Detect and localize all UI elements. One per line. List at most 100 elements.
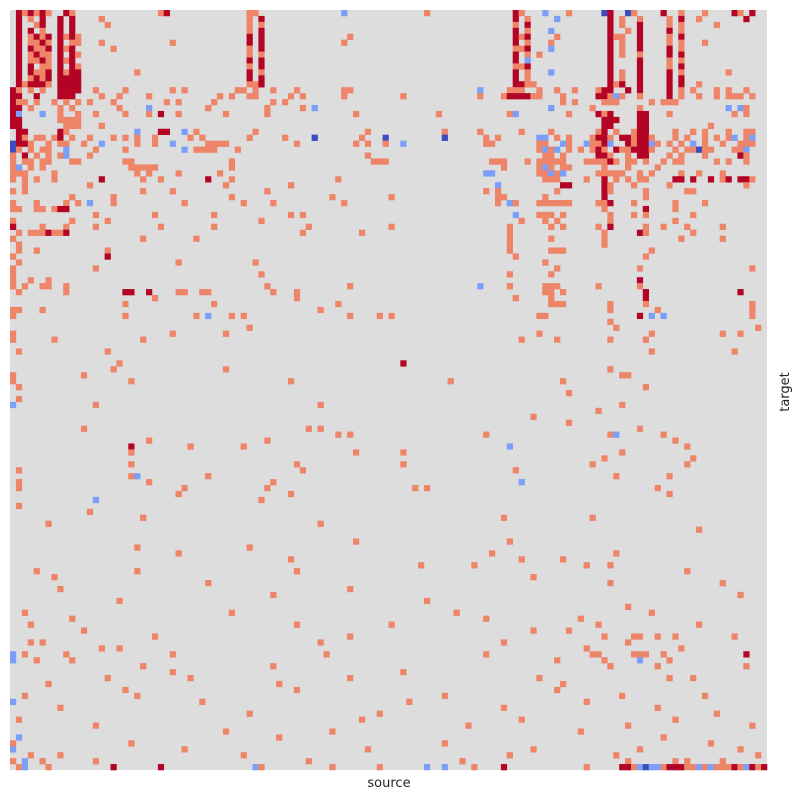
heatmap-cell bbox=[672, 758, 679, 765]
heatmap-cell bbox=[636, 128, 644, 135]
heatmap-cell bbox=[654, 164, 661, 171]
heatmap-cell bbox=[69, 105, 76, 112]
heatmap-cell bbox=[122, 158, 129, 165]
heatmap-cell bbox=[554, 188, 561, 195]
heatmap-cell bbox=[27, 57, 34, 64]
heatmap-cell bbox=[122, 146, 129, 153]
heatmap-cell bbox=[347, 87, 354, 94]
heatmap-cell bbox=[98, 122, 105, 130]
heatmap-cell bbox=[69, 217, 76, 225]
heatmap-cell bbox=[341, 39, 348, 46]
heatmap-cell bbox=[595, 152, 602, 159]
heatmap-cell bbox=[642, 764, 650, 771]
heatmap-cell bbox=[536, 87, 543, 94]
heatmap-cell bbox=[666, 27, 673, 35]
heatmap-cell bbox=[51, 336, 58, 343]
heatmap-cell bbox=[542, 289, 549, 296]
heatmap-cell bbox=[27, 33, 34, 40]
heatmap-cell bbox=[707, 146, 715, 153]
heatmap-cell bbox=[666, 63, 673, 70]
heatmap-cell bbox=[512, 110, 519, 118]
heatmap-cell bbox=[613, 752, 620, 759]
heatmap-cell bbox=[684, 188, 691, 195]
heatmap-cell bbox=[63, 33, 70, 40]
heatmap-cell bbox=[299, 105, 306, 112]
heatmap-cell bbox=[86, 508, 94, 515]
heatmap-cell bbox=[205, 289, 212, 296]
heatmap-cell bbox=[654, 663, 661, 670]
heatmap-cell bbox=[27, 63, 34, 70]
heatmap-cell bbox=[672, 146, 679, 153]
heatmap-cell bbox=[45, 75, 52, 82]
heatmap-cell bbox=[548, 289, 555, 296]
heatmap-cell bbox=[719, 223, 726, 230]
heatmap-cell bbox=[264, 105, 271, 112]
heatmap-cell bbox=[27, 105, 34, 112]
heatmap-cell bbox=[589, 514, 596, 521]
heatmap-cell bbox=[601, 633, 608, 640]
heatmap-cell bbox=[57, 39, 64, 46]
heatmap-cell bbox=[400, 449, 407, 456]
heatmap-cell bbox=[305, 425, 312, 432]
heatmap-cell bbox=[21, 158, 29, 165]
heatmap-cell bbox=[258, 81, 265, 88]
heatmap-cell bbox=[15, 57, 23, 64]
heatmap-cell bbox=[447, 378, 454, 385]
heatmap-cell bbox=[690, 146, 697, 153]
heatmap-cell bbox=[21, 170, 29, 177]
heatmap-cell bbox=[187, 675, 194, 682]
heatmap-cell bbox=[299, 211, 306, 219]
heatmap-cell bbox=[530, 413, 537, 420]
heatmap-cell bbox=[45, 680, 52, 688]
heatmap-cell bbox=[418, 562, 425, 569]
heatmap-cell bbox=[737, 764, 744, 771]
heatmap-cell bbox=[140, 663, 147, 670]
heatmap-cell bbox=[636, 93, 644, 100]
heatmap-cell bbox=[98, 140, 105, 147]
heatmap-cell bbox=[749, 722, 756, 729]
heatmap-cell bbox=[648, 247, 655, 254]
heatmap-cell bbox=[299, 229, 306, 236]
heatmap-cell bbox=[116, 645, 123, 652]
heatmap-cell bbox=[666, 110, 673, 118]
heatmap-cell bbox=[181, 146, 188, 153]
heatmap-cell bbox=[583, 158, 590, 165]
heatmap-cell bbox=[140, 164, 147, 171]
heatmap-cell bbox=[15, 485, 23, 492]
heatmap-cell bbox=[15, 110, 23, 118]
heatmap-cell bbox=[98, 39, 105, 46]
heatmap-cell bbox=[199, 146, 206, 153]
heatmap-cell bbox=[536, 170, 543, 177]
heatmap-cell bbox=[240, 312, 247, 320]
heatmap-cell bbox=[554, 134, 561, 141]
heatmap-cell bbox=[441, 740, 448, 747]
heatmap-cell bbox=[21, 128, 29, 135]
heatmap-cell bbox=[749, 300, 756, 308]
heatmap-cell bbox=[701, 140, 709, 147]
heatmap-cell bbox=[69, 27, 76, 35]
heatmap-cell bbox=[607, 431, 614, 438]
heatmap-cell bbox=[45, 146, 52, 153]
heatmap-cell bbox=[134, 568, 141, 575]
heatmap-cell bbox=[636, 39, 644, 46]
heatmap-cell bbox=[388, 223, 395, 230]
heatmap-cell bbox=[731, 764, 738, 771]
heatmap-cell bbox=[39, 21, 46, 29]
heatmap-cell bbox=[311, 105, 318, 112]
heatmap-cell bbox=[642, 152, 650, 159]
heatmap-cell bbox=[246, 15, 253, 23]
heatmap-cell bbox=[725, 134, 732, 141]
heatmap-cell bbox=[181, 87, 188, 94]
heatmap-cell bbox=[15, 21, 23, 29]
heatmap-cell bbox=[39, 87, 46, 94]
heatmap-cell bbox=[725, 93, 732, 100]
heatmap-cell bbox=[400, 140, 407, 147]
heatmap-cell bbox=[506, 223, 513, 230]
heatmap-cell bbox=[737, 746, 744, 753]
heatmap-cell bbox=[57, 27, 64, 35]
heatmap-cell bbox=[258, 15, 265, 23]
heatmap-cell bbox=[589, 158, 596, 165]
heatmap-cell bbox=[86, 99, 94, 106]
heatmap-cell bbox=[128, 158, 135, 165]
heatmap-cell bbox=[10, 253, 17, 260]
